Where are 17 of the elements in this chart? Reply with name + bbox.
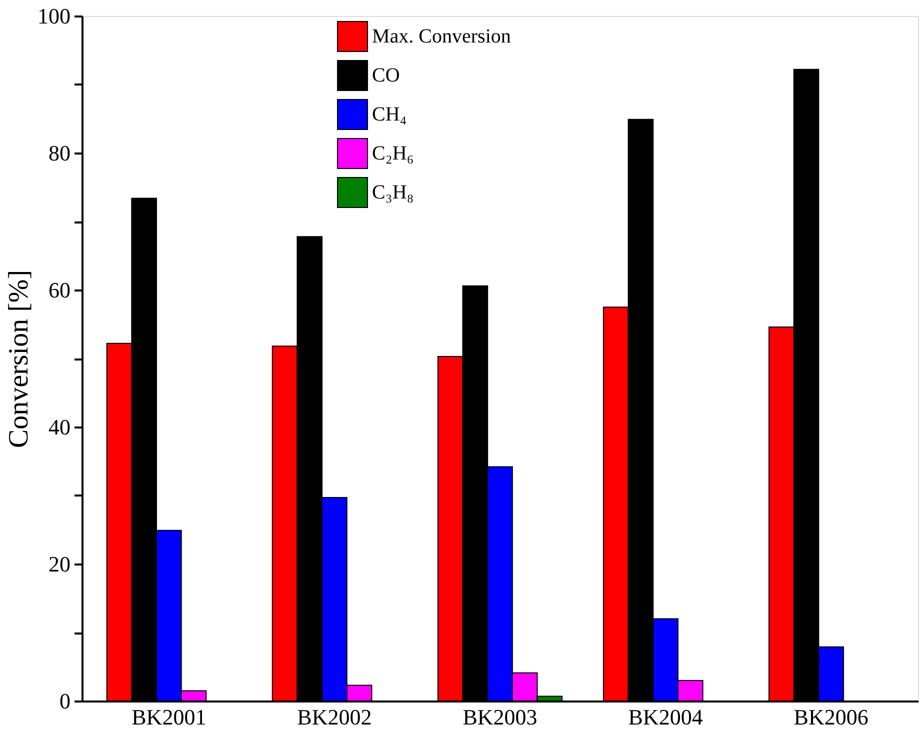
x-tick-label: BK2006 (794, 704, 868, 730)
legend-label: C₃H₈ (372, 182, 414, 204)
legend-label: CO (372, 64, 400, 86)
y-tick-label: 60 (48, 278, 70, 302)
y-tick-label: 40 (48, 414, 70, 440)
x-tick-label: BK2004 (628, 704, 703, 730)
y-tick-label: 20 (48, 552, 70, 576)
legend-label: C₂H₆ (372, 142, 414, 164)
y-tick-label: 0 (60, 688, 70, 714)
y-axis-title: Conversion [%] (4, 270, 34, 448)
x-tick-label: BK2003 (462, 704, 538, 730)
x-tick-label: BK2002 (297, 704, 372, 730)
legend-label: CH₄ (372, 104, 407, 126)
x-tick-label: BK2001 (132, 704, 206, 730)
legend-label: Max. Conversion (372, 26, 511, 48)
y-tick-label: 80 (48, 140, 70, 166)
y-tick-label: 100 (38, 4, 70, 28)
